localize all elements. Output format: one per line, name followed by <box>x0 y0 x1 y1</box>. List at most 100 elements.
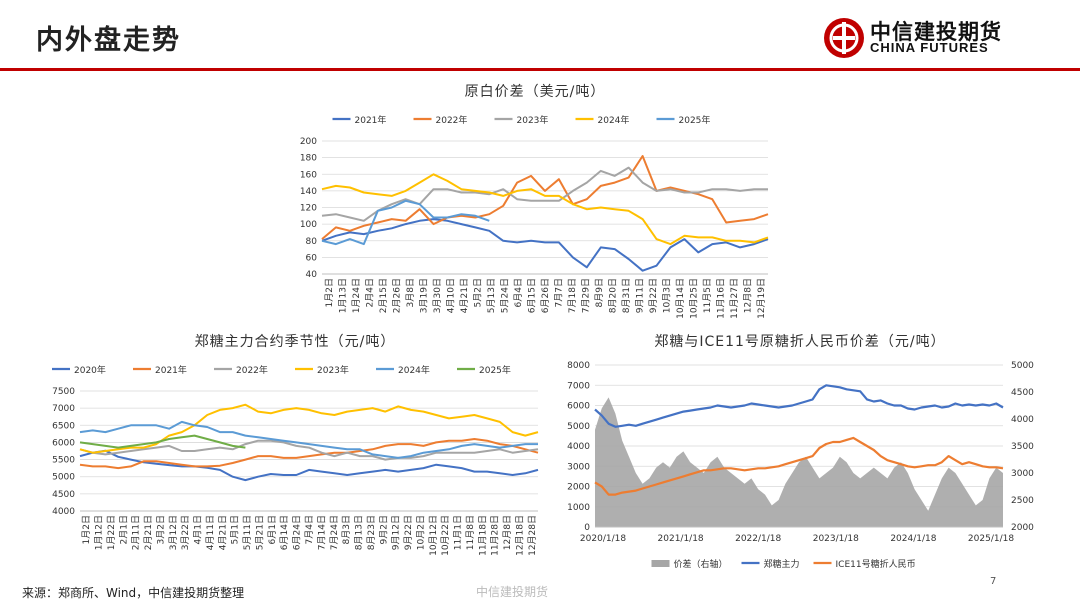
series-line-2022年 <box>321 155 769 240</box>
y-tick-label-left: 5000 <box>567 422 590 432</box>
y-tick-label: 7500 <box>52 387 75 397</box>
y-tick-label-left: 2000 <box>567 483 590 493</box>
y-tick-label-right: 5000 <box>1011 361 1034 371</box>
series-line-2024年 <box>79 420 538 459</box>
x-tick-label: 10月2日 <box>415 515 426 550</box>
y-tick-label: 40 <box>306 270 318 280</box>
x-tick-label: 1月12日 <box>94 515 105 550</box>
chart-raw-white-spread: 原白价差（美元/吨） 2021年 2022年 2023年 2024年 2025年 40 60 8… <box>300 84 769 319</box>
x-tick-label: 9月22日 <box>648 278 659 313</box>
x-tick-label: 10月3日 <box>662 278 673 313</box>
series-line-郑糖主力 <box>594 384 1004 428</box>
x-tick-label: 7月18日 <box>567 278 578 313</box>
x-tick-label: 10月14日 <box>675 278 686 319</box>
legend-label: ICE11号糖折人民币 <box>836 558 916 570</box>
legend-label: 2025年 <box>679 114 711 126</box>
x-tick-label: 8月20日 <box>608 278 619 313</box>
x-tick-label: 11月16日 <box>716 278 727 319</box>
x-tick-label: 9月11日 <box>635 278 646 313</box>
x-tick-label: 12月8日 <box>502 515 513 550</box>
y-tick-label: 80 <box>306 237 318 247</box>
x-tick-label: 8月3日 <box>341 515 352 544</box>
y-tick-label: 4500 <box>52 490 75 500</box>
chart-zce-ice-spread: 郑糖与ICE11号原糖折人民币价差（元/吨） 0 1000 2000 3000 4000 5… <box>567 334 1034 570</box>
x-tick-label: 11月28日 <box>490 515 501 556</box>
x-tick-label: 2月21日 <box>143 515 154 550</box>
x-tick-label: 2月15日 <box>378 278 389 313</box>
x-tick-label: 1月24日 <box>351 278 362 313</box>
x-tick-label: 3月12日 <box>168 515 179 550</box>
x-tick-label: 9月2日 <box>378 515 389 544</box>
x-tick-label: 11月1日 <box>453 515 464 550</box>
chart-title: 原白价差（美元/吨） <box>465 84 606 100</box>
x-tick-label: 5月11日 <box>242 515 253 550</box>
page-title: 内外盘走势 <box>36 25 181 56</box>
y-tick-label-left: 0 <box>584 523 590 533</box>
x-tick-label: 4月21日 <box>217 515 228 550</box>
x-tick-label: 7月4日 <box>304 515 315 544</box>
footer-source: 来源：郑商所、Wind，中信建投期货整理 <box>22 586 245 600</box>
legend-label: 2025年 <box>479 364 511 376</box>
y-tick-label: 7000 <box>52 404 75 414</box>
y-tick-label: 60 <box>306 253 318 263</box>
page-number: 7 <box>990 576 997 587</box>
x-tick-label: 8月13日 <box>354 515 365 550</box>
chart-title: 郑糖与ICE11号原糖折人民币价差（元/吨） <box>654 334 945 350</box>
series-line-2023年 <box>321 166 768 222</box>
x-tick-label: 2月1日 <box>118 515 129 544</box>
footer-watermark: 中信建投期货 <box>476 585 549 599</box>
legend-swatch <box>651 560 670 567</box>
x-tick-label: 1月2日 <box>81 515 92 544</box>
y-tick-label: 6500 <box>52 421 75 431</box>
y-tick-label-left: 6000 <box>567 402 590 412</box>
y-tick-label-left: 4000 <box>567 442 590 452</box>
x-tick-label: 6月15日 <box>526 278 537 313</box>
x-tick-label: 1月13日 <box>337 278 348 313</box>
x-tick-label: 6月26日 <box>540 278 551 313</box>
chart-title: 郑糖主力合约季节性（元/吨） <box>195 334 396 350</box>
chart-zce-seasonality: 郑糖主力合约季节性（元/吨） 2020年 2021年 2022年 2023年 2024年 2… <box>52 334 539 556</box>
legend-label: 2024年 <box>398 364 430 376</box>
x-tick-label: 6月4日 <box>513 278 524 307</box>
x-tick-label: 11月27日 <box>729 278 740 319</box>
x-tick-label: 7月29日 <box>581 278 592 313</box>
x-tick-label: 12月8日 <box>743 278 754 313</box>
y-tick-label-right: 2500 <box>1011 496 1034 506</box>
y-tick-label-right: 3000 <box>1011 469 1034 479</box>
x-tick-label: 7月14日 <box>316 515 327 550</box>
legend-label: 2022年 <box>236 364 268 376</box>
x-tick-label: 2月4日 <box>364 278 375 307</box>
series-line-2021年 <box>321 218 769 272</box>
x-tick-label: 2月11日 <box>131 515 142 550</box>
x-tick-label: 11月5日 <box>702 278 713 313</box>
x-tick-label: 2021/1/18 <box>658 534 704 544</box>
series-line-2025年 <box>79 434 246 449</box>
x-tick-label: 2023/1/18 <box>813 534 859 544</box>
legend-label: 2023年 <box>317 364 349 376</box>
x-tick-label: 3月8日 <box>405 278 416 307</box>
y-tick-label-left: 7000 <box>567 381 590 391</box>
legend-label: 价差（右轴） <box>674 558 728 570</box>
x-tick-label: 7月24日 <box>329 515 340 550</box>
y-tick-label-right: 2000 <box>1011 523 1034 533</box>
x-tick-label: 4月11日 <box>205 515 216 550</box>
x-tick-label: 12月18日 <box>514 515 525 556</box>
y-tick-label: 5500 <box>52 456 75 466</box>
x-tick-label: 3月2日 <box>155 515 166 544</box>
x-tick-label: 1月2日 <box>324 278 335 307</box>
x-tick-label: 9月22日 <box>403 515 414 550</box>
x-tick-label: 6月14日 <box>279 515 290 550</box>
x-tick-label: 7月7日 <box>554 278 565 307</box>
x-tick-label: 8月23日 <box>366 515 377 550</box>
x-tick-label: 5月21日 <box>254 515 265 550</box>
series-line-2025年 <box>321 199 490 246</box>
x-tick-label: 12月28日 <box>527 515 538 556</box>
series-line-2024年 <box>321 173 769 246</box>
logo-text-cn: 中信建投期货 <box>870 20 1002 44</box>
x-tick-label: 4月1日 <box>193 515 204 544</box>
x-tick-label: 2月26日 <box>391 278 402 313</box>
series-line-2020年 <box>79 449 539 482</box>
x-tick-label: 5月24日 <box>499 278 510 313</box>
series-line-ICE11号糖折人民币 <box>594 436 1004 496</box>
y-tick-label: 4000 <box>52 507 75 517</box>
